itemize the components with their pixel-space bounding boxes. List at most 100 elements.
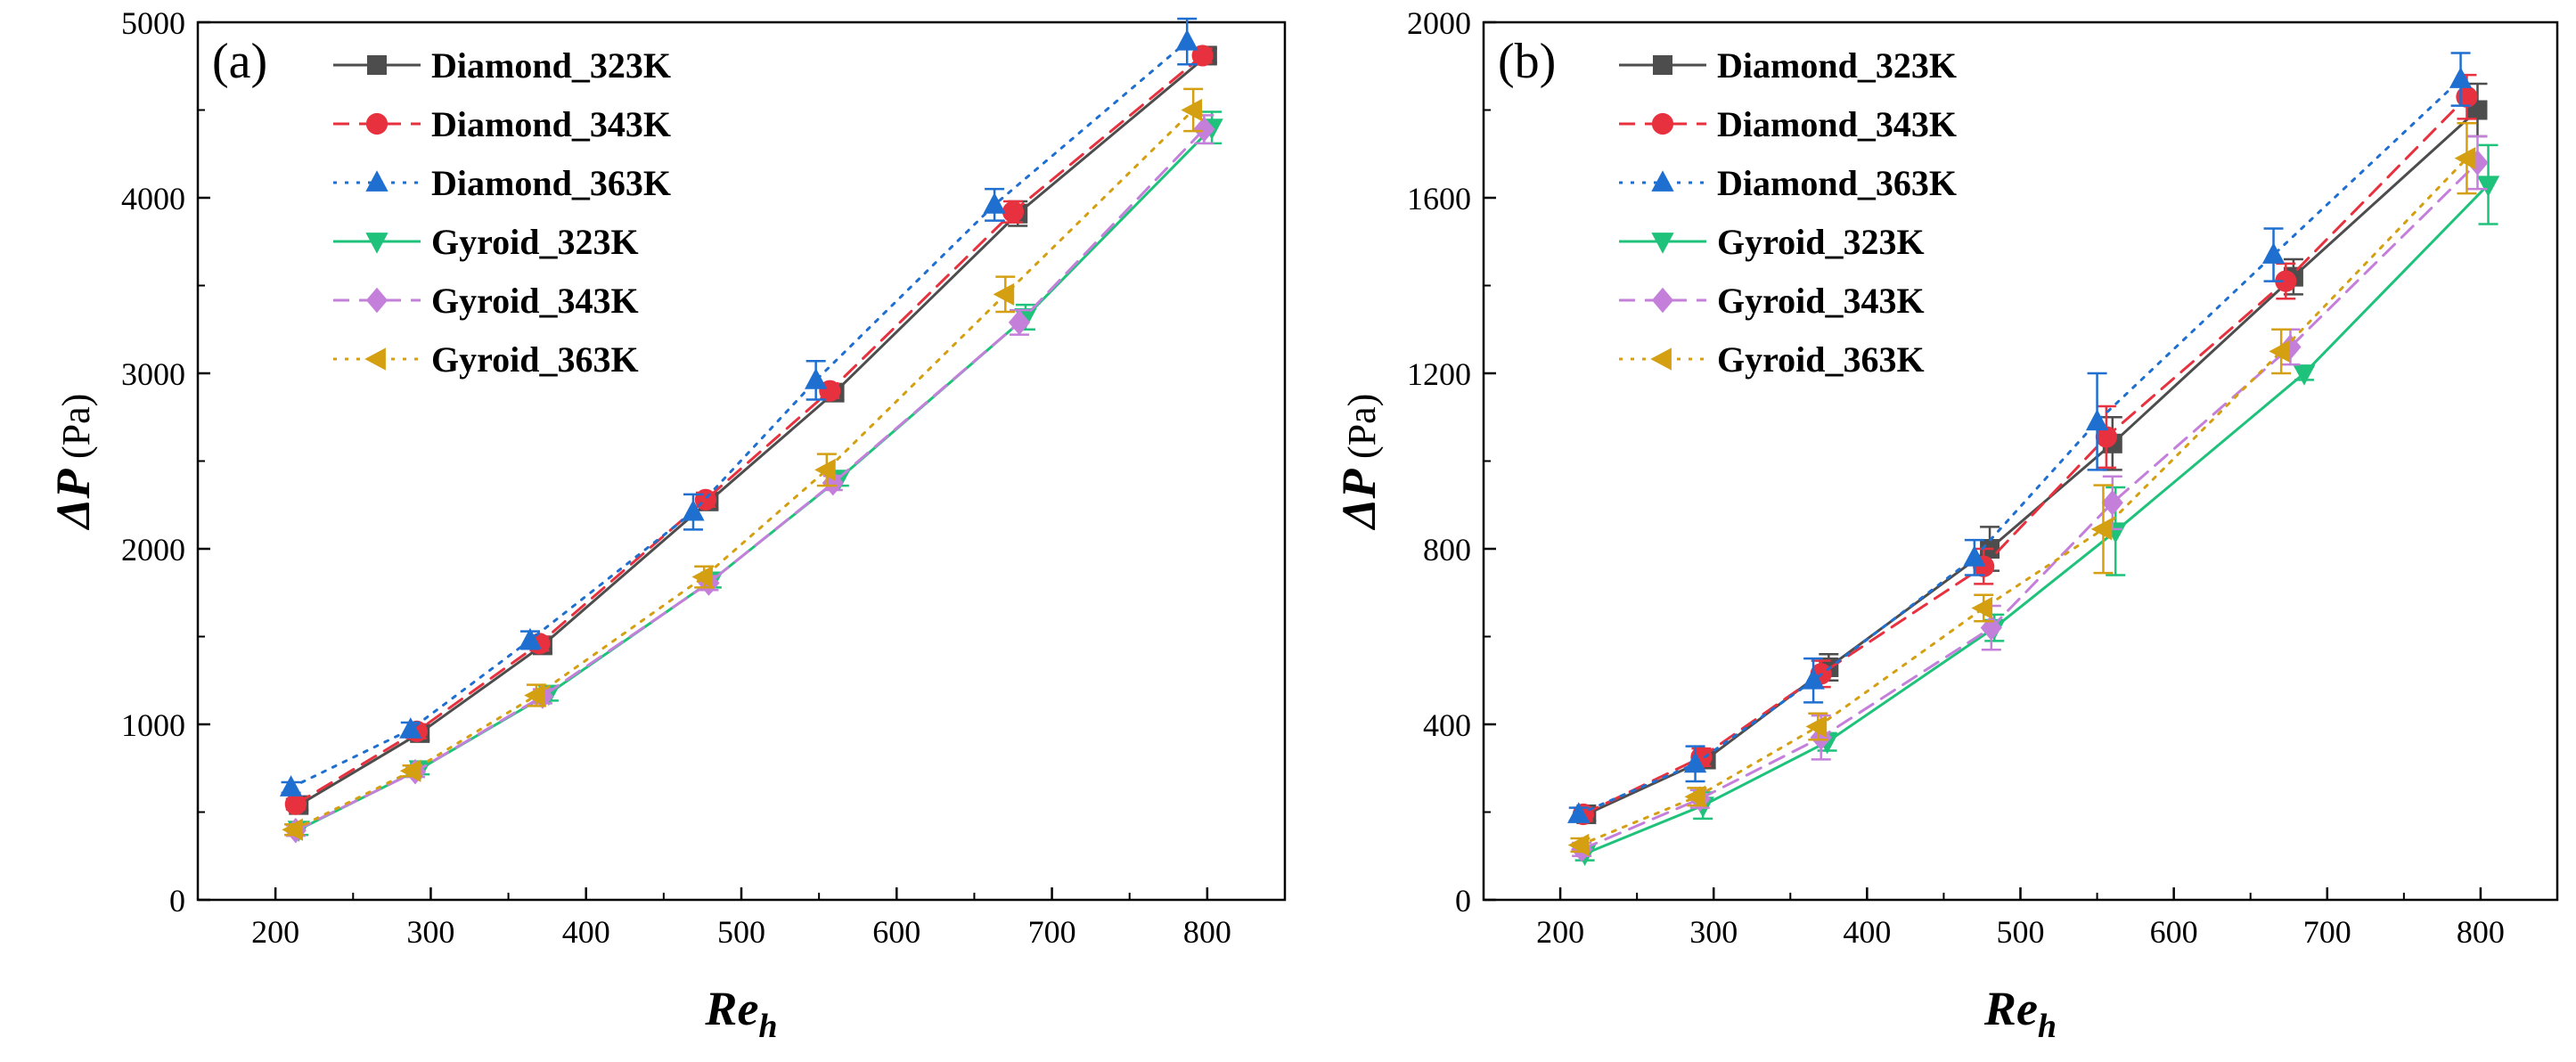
data-point xyxy=(1567,802,1591,823)
legend-marker xyxy=(1650,347,1672,371)
y-tick-label: 2000 xyxy=(1407,5,1471,41)
panel-b: 200 300 400 500 600 700 800 0 400 800 1200 1600 2000… xyxy=(1332,5,2559,1045)
data-point xyxy=(399,759,421,782)
legend-marker xyxy=(1651,170,1674,192)
y-axis-title: ΔP (Pa) xyxy=(1332,394,1386,531)
legend-label: Diamond_363K xyxy=(1717,163,1957,203)
series-Gyroid_363K xyxy=(282,87,1204,841)
y-tick-label: 2000 xyxy=(121,532,185,568)
legend: Diamond_323K Diamond_343K Diamond_363K Gyro… xyxy=(333,45,671,380)
legend-item: Diamond_343K xyxy=(333,104,671,144)
legend-label: Diamond_323K xyxy=(431,45,671,86)
legend-label: Diamond_343K xyxy=(1717,104,1957,144)
data-point xyxy=(519,627,542,649)
data-point xyxy=(2090,518,2113,541)
legend-item: Diamond_323K xyxy=(1619,45,1957,86)
data-point xyxy=(822,470,844,496)
legend-label: Gyroid_343K xyxy=(1717,281,1925,321)
data-point xyxy=(2456,86,2478,108)
data-point xyxy=(279,775,303,796)
legend-marker xyxy=(1651,233,1674,254)
legend-item: Gyroid_343K xyxy=(333,281,639,321)
data-point xyxy=(1683,751,1707,773)
data-point xyxy=(282,818,303,841)
data-point xyxy=(2449,67,2473,88)
legend-item: Gyroid_363K xyxy=(1619,339,1925,380)
data-point xyxy=(1963,545,1986,567)
legend-item: Gyroid_343K xyxy=(1619,281,1925,321)
series-Diamond_343K xyxy=(284,45,1214,815)
x-tick-label: 400 xyxy=(562,914,610,950)
series-Diamond_363K xyxy=(1567,52,2473,823)
legend-label: Gyroid_363K xyxy=(1717,339,1925,380)
data-point xyxy=(2095,426,2117,448)
legend-item: Gyroid_323K xyxy=(1619,222,1925,262)
data-point xyxy=(1802,668,1825,690)
x-tick-label: 500 xyxy=(1997,914,2045,950)
legend-marker xyxy=(365,233,388,254)
data-point xyxy=(1684,785,1706,808)
data-point xyxy=(2085,409,2109,431)
x-axis-title: Reh xyxy=(1983,982,2057,1045)
x-tick-label: 200 xyxy=(1536,914,1584,950)
data-point xyxy=(2476,176,2500,197)
legend-marker xyxy=(365,112,388,135)
legend-label: Diamond_343K xyxy=(431,104,671,144)
x-tick-label: 400 xyxy=(1843,914,1891,950)
y-tick-label: 800 xyxy=(1423,532,1471,568)
legend-marker xyxy=(1651,287,1674,314)
legend-marker xyxy=(365,287,388,314)
y-tick-label: 4000 xyxy=(121,181,185,216)
legend-marker xyxy=(1653,55,1672,75)
x-tick-label: 600 xyxy=(872,914,920,950)
data-point xyxy=(691,565,714,589)
series-line xyxy=(1577,78,2463,816)
y-tick-label: 1200 xyxy=(1407,356,1471,392)
legend-marker xyxy=(365,170,388,192)
legend-item: Gyroid_323K xyxy=(333,222,639,262)
y-tick-label: 1600 xyxy=(1407,181,1471,216)
x-tick-label: 200 xyxy=(251,914,299,950)
series-Diamond_323K xyxy=(289,45,1217,815)
data-point xyxy=(1567,833,1590,857)
series-Gyroid_363K xyxy=(1567,122,2477,857)
plot-frame xyxy=(1482,20,2559,902)
y-tick-label: 400 xyxy=(1423,707,1471,743)
legend-label: Gyroid_323K xyxy=(431,222,639,262)
series-line xyxy=(290,40,1189,789)
data-point xyxy=(2101,489,2123,516)
y-tick-label: 3000 xyxy=(121,356,185,392)
panel-label: (b) xyxy=(1498,34,1556,89)
series-Diamond_363K xyxy=(279,17,1198,796)
data-point xyxy=(2275,270,2297,292)
legend-label: Gyroid_343K xyxy=(431,281,639,321)
legend-item: Diamond_363K xyxy=(333,163,671,203)
x-tick-label: 300 xyxy=(406,914,454,950)
data-point xyxy=(2293,364,2316,386)
data-point xyxy=(682,499,705,521)
data-point xyxy=(2261,242,2286,264)
data-point xyxy=(284,793,307,815)
data-point xyxy=(694,488,717,511)
panel-label: (a) xyxy=(212,34,267,89)
data-point xyxy=(983,192,1006,214)
series-line xyxy=(1580,161,2479,851)
data-point xyxy=(805,368,828,389)
y-tick-label: 1000 xyxy=(121,707,185,743)
y-tick-label: 0 xyxy=(1455,883,1471,919)
x-tick-label: 800 xyxy=(1183,914,1231,950)
legend-label: Gyroid_363K xyxy=(431,339,639,380)
data-point xyxy=(1971,596,1993,620)
x-tick-label: 800 xyxy=(2457,914,2505,950)
data-point xyxy=(814,458,836,481)
legend-label: Diamond_323K xyxy=(1717,45,1957,86)
data-point xyxy=(993,282,1015,306)
series-Diamond_343K xyxy=(1572,73,2478,826)
data-point xyxy=(1002,200,1025,223)
legend-marker xyxy=(367,55,387,75)
x-tick-label: 700 xyxy=(2303,914,2351,950)
data-point xyxy=(399,717,422,739)
legend-item: Diamond_363K xyxy=(1619,163,1957,203)
data-point xyxy=(1193,116,1215,143)
series-Diamond_323K xyxy=(1576,82,2488,824)
